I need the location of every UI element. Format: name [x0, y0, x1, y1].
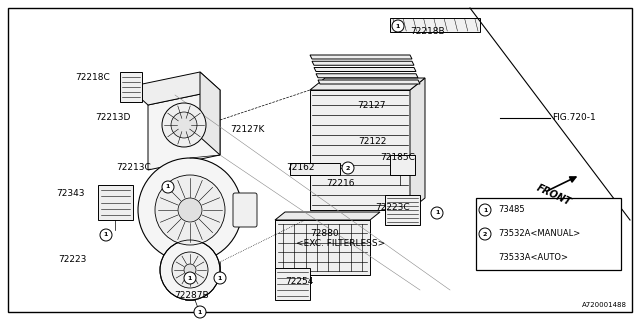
Text: 72162: 72162 [286, 164, 314, 172]
Text: 73485: 73485 [498, 205, 525, 214]
Polygon shape [385, 195, 420, 225]
Polygon shape [275, 220, 370, 275]
Polygon shape [390, 18, 480, 32]
Text: 72287B: 72287B [174, 291, 209, 300]
Polygon shape [128, 72, 220, 105]
Circle shape [214, 272, 226, 284]
Text: 72223C: 72223C [375, 204, 410, 212]
Bar [476, 198, 621, 270]
Text: A720001488: A720001488 [582, 302, 627, 308]
Text: 73532A<MANUAL>: 73532A<MANUAL> [498, 229, 580, 238]
Polygon shape [310, 90, 410, 210]
Text: <EXC. FILTERLESS>: <EXC. FILTERLESS> [296, 239, 385, 249]
Polygon shape [410, 78, 425, 210]
Text: 1: 1 [198, 309, 202, 315]
Circle shape [184, 272, 196, 284]
Polygon shape [148, 90, 220, 170]
Circle shape [155, 175, 225, 245]
Text: FIG.720-1: FIG.720-1 [552, 114, 596, 123]
FancyBboxPatch shape [233, 193, 257, 227]
Circle shape [479, 204, 491, 216]
Circle shape [194, 306, 206, 318]
Text: 2: 2 [346, 165, 350, 171]
Text: 72185C: 72185C [380, 154, 415, 163]
Text: 72213C: 72213C [116, 164, 151, 172]
Polygon shape [120, 72, 142, 102]
Circle shape [172, 252, 208, 288]
Polygon shape [312, 61, 414, 65]
Text: 72127K: 72127K [230, 125, 264, 134]
Polygon shape [290, 163, 340, 175]
Text: 72218B: 72218B [410, 28, 445, 36]
Text: 72254: 72254 [285, 277, 314, 286]
Polygon shape [310, 78, 425, 90]
Text: 1: 1 [435, 211, 439, 215]
Circle shape [162, 103, 206, 147]
Circle shape [100, 229, 112, 241]
Text: 72213D: 72213D [95, 114, 131, 123]
Polygon shape [200, 72, 220, 155]
Polygon shape [275, 268, 310, 300]
Circle shape [184, 264, 196, 276]
Text: 72122: 72122 [358, 138, 387, 147]
Circle shape [160, 240, 220, 300]
Text: 73533A<AUTO>: 73533A<AUTO> [498, 253, 568, 262]
Circle shape [178, 198, 202, 222]
Text: 72343: 72343 [56, 188, 84, 197]
Text: 2: 2 [483, 231, 487, 236]
Circle shape [138, 158, 242, 262]
Polygon shape [318, 80, 420, 84]
Circle shape [479, 228, 491, 240]
Polygon shape [314, 68, 416, 71]
Polygon shape [310, 55, 412, 59]
Text: 1: 1 [188, 276, 192, 281]
Circle shape [392, 20, 404, 32]
Text: 1: 1 [104, 233, 108, 237]
Text: 72216: 72216 [326, 179, 355, 188]
Text: 1: 1 [166, 185, 170, 189]
Text: 72218C: 72218C [75, 74, 109, 83]
Circle shape [431, 207, 443, 219]
Circle shape [171, 112, 197, 138]
Text: FRONT: FRONT [535, 183, 573, 207]
Polygon shape [98, 185, 133, 220]
Text: 72880: 72880 [310, 229, 339, 238]
Text: 72127: 72127 [357, 100, 385, 109]
Text: 72223: 72223 [58, 255, 86, 265]
Polygon shape [275, 212, 380, 220]
Text: 1: 1 [396, 23, 400, 28]
Circle shape [162, 181, 174, 193]
Polygon shape [390, 155, 415, 175]
Polygon shape [316, 74, 418, 78]
Text: 1: 1 [218, 276, 222, 281]
Circle shape [342, 162, 354, 174]
Text: 1: 1 [483, 207, 487, 212]
